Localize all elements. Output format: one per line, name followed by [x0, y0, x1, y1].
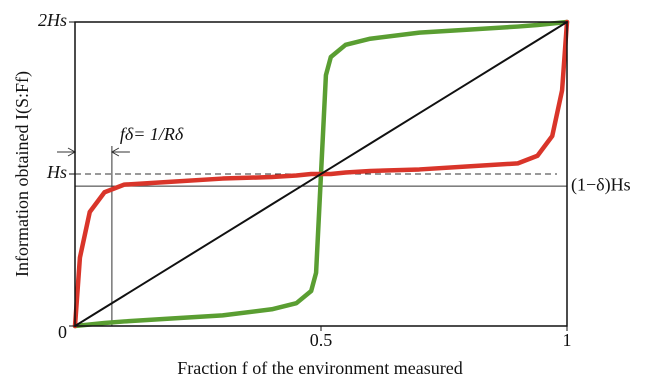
x-tick-label: 1	[563, 330, 572, 350]
y-tick-label: 0	[58, 322, 67, 342]
f-delta-label: fδ= 1/Rδ	[120, 124, 184, 144]
x-tick-label: 0.5	[310, 330, 333, 350]
threshold-label: (1−δ)Hs	[571, 174, 631, 195]
y-tick-label: 2Hs	[38, 10, 67, 30]
x-axis-label: Fraction f of the environment measured	[177, 358, 462, 378]
y-axis-label: Information obtained I(S:Ff)	[12, 71, 33, 277]
arrow	[110, 147, 130, 157]
line-series	[74, 21, 568, 327]
y-tick-label: Hs	[46, 162, 67, 182]
arrow	[57, 147, 77, 157]
